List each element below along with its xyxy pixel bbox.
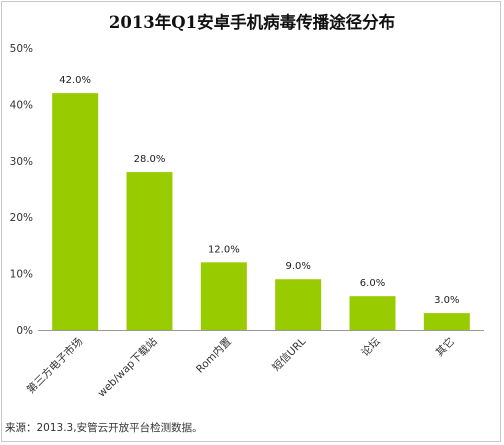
bar-value-label: 9.0% bbox=[285, 261, 310, 272]
chart-title: 2013年Q1安卓手机病毒传播途径分布 bbox=[108, 13, 396, 32]
y-axis-ticks: 0% 10% 20% 30% 40% 50% bbox=[10, 43, 33, 337]
x-axis-ticks: 第三方电子市场 web/wap下载站 Rom内置 短信URL 论坛 其它 bbox=[24, 335, 457, 400]
bar bbox=[200, 262, 247, 330]
bar-value-label: 28.0% bbox=[134, 154, 166, 165]
x-tick-label: Rom内置 bbox=[193, 335, 234, 376]
x-tick-label: 其它 bbox=[433, 335, 457, 359]
y-tick-label: 0% bbox=[16, 325, 33, 337]
source-note: 来源：2013.3,安管云开放平台检测数据。 bbox=[5, 422, 203, 434]
bars bbox=[52, 93, 470, 331]
bar bbox=[423, 313, 470, 330]
bar bbox=[126, 172, 173, 330]
x-tick-label: 论坛 bbox=[359, 335, 383, 359]
bar bbox=[349, 296, 396, 330]
y-tick-label: 10% bbox=[10, 269, 33, 281]
bar bbox=[275, 279, 322, 330]
bar-value-label: 6.0% bbox=[360, 278, 385, 289]
y-tick-label: 40% bbox=[10, 99, 33, 111]
x-tick-label: 第三方电子市场 bbox=[24, 335, 85, 396]
y-tick-label: 20% bbox=[10, 212, 33, 224]
bar-value-label: 3.0% bbox=[434, 295, 459, 306]
x-tick-label: web/wap下载站 bbox=[95, 335, 160, 400]
y-tick-label: 30% bbox=[10, 156, 33, 168]
bar-value-label: 42.0% bbox=[59, 75, 91, 86]
y-tick-label: 50% bbox=[10, 43, 33, 55]
bar bbox=[52, 93, 99, 331]
data-labels: 42.0% 28.0% 12.0% 9.0% 6.0% 3.0% bbox=[59, 75, 459, 306]
bar-value-label: 12.0% bbox=[208, 244, 240, 255]
x-tick-label: 短信URL bbox=[270, 335, 309, 374]
